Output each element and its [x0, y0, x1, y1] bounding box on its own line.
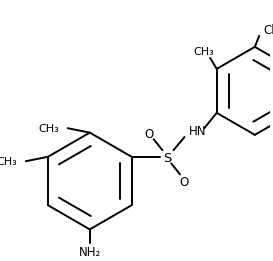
Text: NH₂: NH₂ [79, 246, 101, 259]
Text: O: O [180, 176, 189, 189]
Text: HN: HN [189, 126, 206, 138]
Text: CH₃: CH₃ [38, 124, 59, 134]
Text: O: O [145, 128, 154, 141]
Text: CH₃: CH₃ [0, 157, 17, 167]
Text: S: S [163, 152, 171, 165]
Text: CH₃: CH₃ [193, 47, 214, 57]
Text: Cl: Cl [264, 24, 273, 37]
